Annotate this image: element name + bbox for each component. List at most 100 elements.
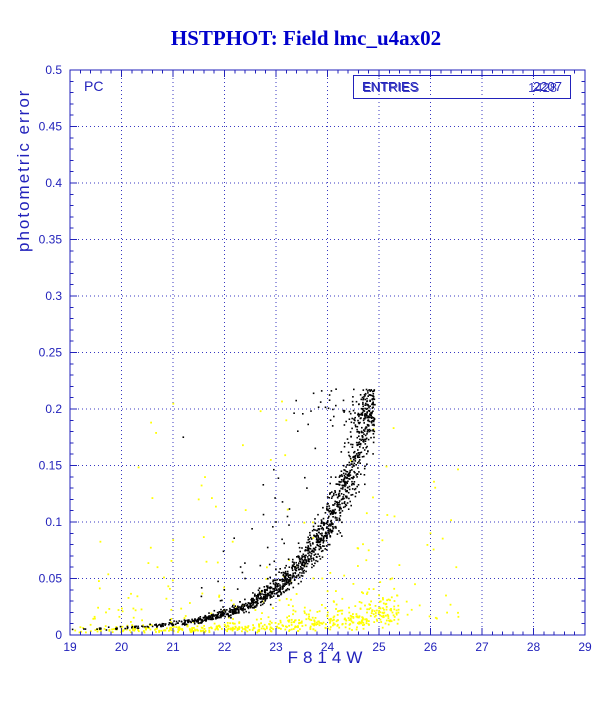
data-point [352, 404, 354, 406]
data-point [316, 534, 319, 536]
data-point [304, 476, 306, 479]
data-point [320, 522, 323, 525]
data-point [286, 570, 289, 573]
data-point [205, 620, 207, 622]
data-point [312, 628, 315, 631]
data-point [267, 616, 270, 619]
data-point [428, 615, 431, 618]
data-point [281, 538, 283, 541]
data-point [273, 592, 276, 595]
data-point [313, 551, 315, 553]
data-point [357, 455, 359, 458]
data-point [300, 574, 303, 577]
data-point [309, 543, 312, 545]
data-point [169, 622, 171, 624]
data-point [320, 527, 323, 530]
data-point [352, 477, 354, 480]
data-point [345, 496, 347, 499]
data-point [227, 625, 230, 628]
data-point [175, 626, 178, 628]
data-point [238, 606, 241, 608]
data-point [366, 463, 368, 465]
data-point [367, 438, 370, 441]
data-point [269, 628, 271, 631]
data-point [253, 606, 255, 609]
data-point [126, 627, 129, 630]
data-point [300, 567, 303, 569]
data-point [372, 613, 375, 616]
data-point [312, 521, 314, 524]
data-point [184, 615, 187, 617]
data-point [393, 587, 396, 590]
data-point [365, 415, 367, 417]
data-point [249, 606, 252, 609]
data-point [205, 560, 208, 563]
data-point [295, 569, 297, 572]
data-point [144, 625, 146, 628]
data-point [211, 617, 214, 619]
data-point [333, 615, 336, 618]
data-point [307, 560, 309, 562]
data-point [277, 583, 280, 585]
data-point [263, 602, 265, 604]
data-point [306, 487, 308, 489]
data-point [306, 547, 309, 549]
data-point [272, 590, 275, 593]
data-point [315, 538, 318, 541]
data-point [379, 600, 382, 603]
data-point [231, 629, 234, 632]
data-point [186, 624, 189, 626]
data-point [372, 453, 374, 455]
data-point [329, 572, 332, 574]
data-point [296, 564, 298, 566]
data-point [339, 481, 341, 483]
data-point [353, 488, 356, 491]
data-point [278, 571, 280, 573]
data-point [270, 595, 272, 598]
data-point [358, 615, 361, 618]
data-point [358, 601, 361, 603]
data-point [259, 564, 262, 567]
data-point [366, 433, 368, 435]
data-point [326, 523, 329, 526]
data-point [336, 519, 339, 521]
data-point [353, 476, 355, 478]
data-point [322, 538, 324, 540]
data-point [374, 403, 376, 406]
data-point [367, 416, 370, 419]
x-tick-label: 25 [372, 640, 386, 654]
data-point [316, 623, 319, 625]
data-point [217, 612, 220, 615]
data-point [204, 630, 207, 632]
data-point [162, 629, 165, 632]
data-point [236, 629, 239, 631]
data-point [294, 568, 296, 571]
data-point [89, 630, 92, 633]
data-point [302, 570, 304, 573]
data-point [221, 611, 223, 613]
data-point [327, 517, 330, 519]
data-point [375, 618, 378, 621]
data-point [252, 604, 254, 606]
data-point [343, 480, 346, 483]
data-point [299, 568, 302, 570]
data-point [330, 531, 333, 534]
data-point [314, 549, 317, 551]
data-point [384, 622, 387, 625]
data-point [353, 481, 356, 483]
data-point [319, 543, 321, 546]
data-point [348, 418, 351, 420]
data-point [317, 406, 320, 408]
data-point [304, 562, 307, 565]
data-point [367, 429, 370, 431]
data-point [288, 524, 290, 526]
data-point [398, 564, 401, 566]
data-point [223, 589, 226, 591]
data-point [432, 548, 435, 551]
data-point [304, 549, 306, 552]
data-point [176, 622, 179, 624]
data-point [316, 537, 318, 540]
data-point [366, 445, 368, 448]
data-point [264, 596, 267, 599]
data-point [295, 575, 298, 577]
